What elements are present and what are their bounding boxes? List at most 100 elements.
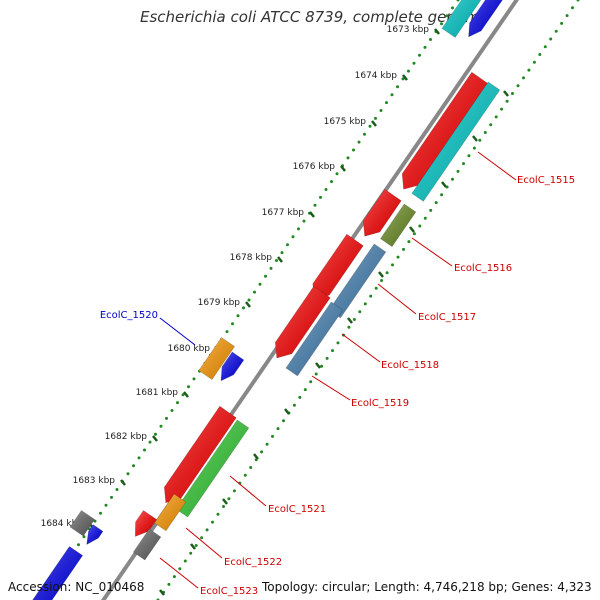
track-dot [456,0,460,2]
tick-mark [402,74,408,81]
track-dot [192,377,196,381]
inner-tick-mark [253,453,259,460]
gene-label[interactable]: EcolC_1522 [224,557,282,568]
track-dot [571,6,574,10]
gene-feature-ecolc-1523-shade [133,529,161,560]
track-dot [374,116,377,120]
track-dot [187,385,190,389]
track-dot [325,356,329,360]
track-dot [320,364,324,368]
track-dot [336,341,340,345]
track-dot [440,193,444,197]
track-dot [560,21,564,25]
track-dot [258,282,262,286]
track-dot [170,409,174,412]
track-dot [178,567,182,571]
track-dot [309,380,313,384]
tick-label: 1682 kbp [105,432,148,442]
track-dot [434,201,438,205]
inner-tick-mark [190,543,196,550]
track-dot [222,505,225,508]
track-dot [401,77,405,81]
track-dot [352,148,355,152]
callout-line [185,527,223,559]
inner-tick-mark [378,271,384,278]
track-dot [369,294,373,298]
track-dot [286,243,289,247]
tick-mark [371,120,377,127]
gene-feature-ecolc-1517-shade [312,234,364,300]
track-dot [445,14,449,18]
track-dot [489,123,493,127]
gene-feature-blue-top-shade [468,0,503,37]
tick-label: 1674 kbp [355,71,398,81]
track-dot [231,322,234,326]
track-dot [374,286,378,290]
track-dot [478,138,482,142]
gene-feature-ecolc-1523-red-shade [135,510,157,537]
track-dot [275,259,278,262]
tick-mark [340,165,346,172]
track-dot [104,503,108,507]
track-dot [216,512,220,516]
track-dot [227,497,231,501]
track-dot [236,314,240,318]
track-dot [451,177,454,181]
track-dot [363,302,367,306]
tick-label: 1684 kbp [41,519,84,529]
tick-mark [183,391,189,398]
track-dot [429,38,432,41]
track-dot [456,169,460,173]
gene-label[interactable]: EcolC_1519 [351,398,409,409]
track-dot [167,582,171,586]
track-dot [247,298,251,302]
track-dot [346,156,350,160]
gene-label[interactable]: EcolC_1518 [381,360,439,371]
gene-label[interactable]: EcolC_1521 [268,504,326,515]
track-dot [407,240,411,244]
tick-label: 1678 kbp [230,253,273,263]
gene-feature-ecolc-1517-steel-shade [329,244,386,318]
tick-mark [309,211,315,218]
track-dot [549,37,553,41]
gene-label[interactable]: EcolC_1520 [100,310,158,321]
track-dot [451,6,454,10]
callout-line [377,283,417,315]
track-dot [282,419,285,423]
track-dot [165,416,168,420]
track-dot [412,232,416,236]
track-dot [181,393,185,397]
track-dot [77,543,80,547]
outer-dotted-track [38,0,460,600]
callout-line [229,475,267,507]
track-dot [330,180,333,184]
gene-feature-ecolc-1520-shade [198,337,235,380]
accession-text: Accession: NC_010468 [8,580,145,594]
topology-text: Topology: circular; Length: 4,746,218 bp… [262,580,592,594]
inner-tick-mark [472,135,478,142]
callout-line [311,375,351,401]
track-dot [313,203,317,207]
tick-mark [434,28,440,35]
gene-label[interactable]: EcolC_1515 [517,175,575,186]
gene-feature-ecolc-1522-shade [154,494,186,531]
track-dot [302,219,306,223]
inner-tick-mark [159,589,165,596]
track-dot [380,279,384,282]
callout-line [341,333,381,363]
inner-tick-mark [503,90,509,97]
track-dot [99,511,102,515]
gene-label[interactable]: EcolC_1516 [454,263,512,274]
track-dot [522,76,525,80]
gene-label[interactable]: EcolC_1523 [200,586,258,597]
track-dot [505,99,509,103]
track-dot [412,61,416,65]
track-dot [269,266,273,270]
gene-label[interactable]: EcolC_1517 [418,312,476,323]
track-dot [402,247,405,251]
track-dot [538,53,542,56]
track-dot [280,251,284,255]
gene-callouts: EcolC_1515 EcolC_1516 EcolC_1517 EcolC_1518… [100,151,575,597]
tick-label: 1680 kbp [168,344,211,354]
